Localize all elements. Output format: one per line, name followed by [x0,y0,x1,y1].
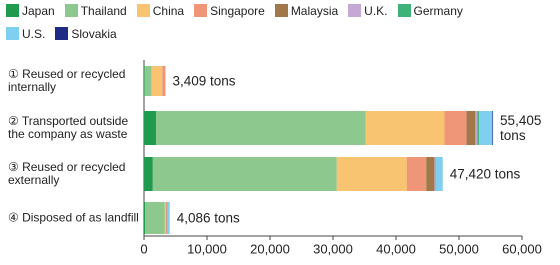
bar-segment [144,66,152,96]
bar-segment [166,202,168,234]
legend-label: Slovakia [71,26,117,41]
total-label: 3,409 tons [172,73,236,89]
bar-segment [167,202,170,234]
legend-swatch [6,27,19,40]
legend-item: Singapore [194,3,265,18]
legend-swatch [6,4,19,17]
category-label: ① Reused or recycled internally [8,67,126,94]
bar-segment [466,111,476,145]
bar-segment [162,66,166,96]
legend-item: U.K. [348,3,388,18]
bar-segment [479,111,493,145]
bar-segment [426,157,435,191]
category-label: ② Transported outside the company as was… [8,114,129,141]
total-label: 4,086 tons [176,210,240,226]
bar-segment [435,157,436,191]
bar-segment [406,157,427,191]
bar-segment [155,111,366,145]
legend-label: U.S. [22,26,46,41]
legend-label: Japan [22,3,55,18]
legend-label: U.K. [364,3,388,18]
bar-segment [434,157,436,191]
bar-segment [152,157,337,191]
legend-label: Thailand [80,3,127,18]
x-tick-label: 50,000 [439,241,479,256]
legend-swatch [397,4,411,17]
x-tick-label: 40,000 [376,241,416,256]
category-label: ④ Disposed of as landfill [8,210,139,225]
bar-segment [336,157,407,191]
bar-segment [435,157,443,191]
bar-segment [477,111,480,145]
x-tick-label: 0 [140,241,147,256]
legend-label: China [152,3,185,18]
legend-item: Malaysia [274,3,339,18]
legend-swatch [194,4,208,17]
bar-segment [444,111,467,145]
bar-segment [145,202,165,234]
x-tick-label: 60,000 [502,241,542,256]
legend-item: U.S. [6,26,45,41]
bar-segment [492,111,494,145]
legend-item: Germany [397,3,463,18]
legend-label: Singapore [210,3,265,18]
x-tick-label: 30,000 [313,241,353,256]
legend-item: China [136,3,185,18]
bar-segment [166,202,167,234]
bar-segment [144,202,146,234]
legend-item: Thailand [64,3,127,18]
category-label: ③ Reused or recycled externally [8,160,126,187]
legend-label: Germany [413,3,463,18]
legend-swatch [348,4,362,17]
legend-swatch [64,4,78,17]
legend-item: Japan [6,3,55,18]
bar-segment [151,66,163,96]
bar-segment [144,157,153,191]
legend-swatch [55,27,69,40]
x-tick-label: 20,000 [250,241,290,256]
bar-segment [164,202,167,234]
total-label: 55,405 tons [500,113,542,143]
legend-label: Malaysia [290,3,339,18]
bar-segment [365,111,445,145]
bar-segment [475,111,478,145]
bar-segment [144,66,145,96]
legend-swatch [274,4,288,17]
total-label: 47,420 tons [449,166,521,182]
legend: Japan Thailand China Singapore Malaysia U.K. G… [6,3,476,41]
legend-swatch [136,4,150,17]
legend-item: Slovakia [55,26,117,41]
bar-segment [144,111,156,145]
x-tick-label: 10,000 [187,241,227,256]
